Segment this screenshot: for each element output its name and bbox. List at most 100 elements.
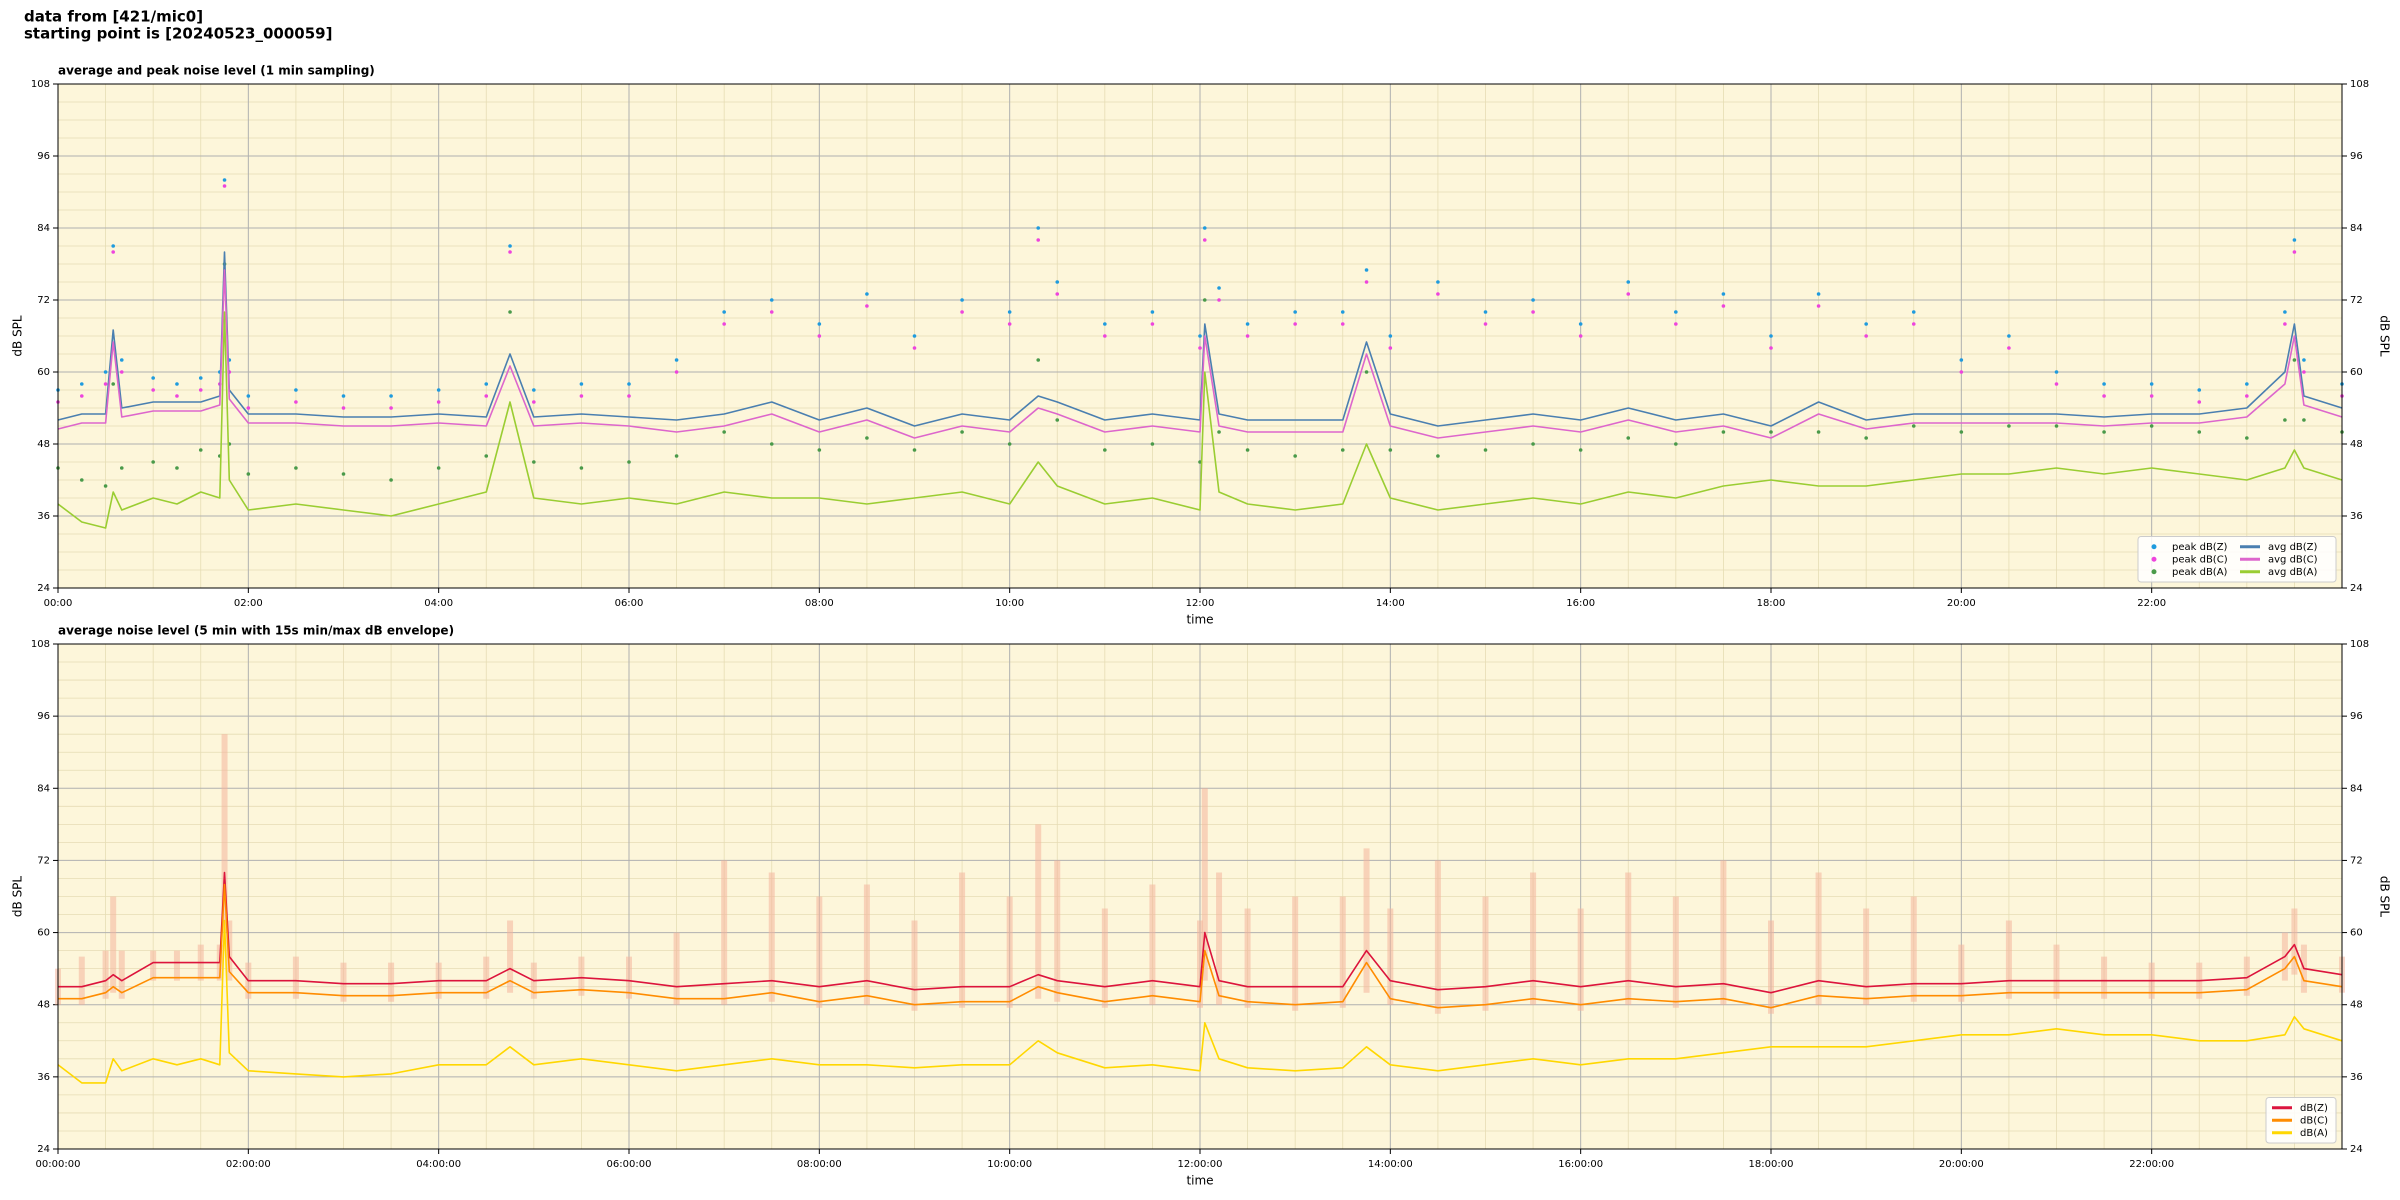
peak-point (1531, 298, 1535, 302)
peak-point (484, 394, 489, 398)
x-tick-label: 22:00:00 (2129, 1159, 2174, 1170)
peak-point (1202, 298, 1207, 302)
peak-point (579, 466, 584, 470)
peak-point (1911, 322, 1916, 326)
peak-point (817, 322, 822, 326)
peak-point (111, 382, 115, 386)
peak-point (341, 394, 346, 398)
peak-point (1721, 430, 1726, 434)
peak-point (627, 394, 631, 398)
peak-point (865, 292, 869, 296)
peak-point (579, 394, 584, 398)
peak-point (2197, 430, 2202, 434)
peak-point (2302, 370, 2306, 374)
peak-point (2054, 382, 2059, 386)
legend-label: peak dB(Z) (2172, 542, 2228, 553)
y-tick-label: 48 (37, 1000, 50, 1011)
peak-point (1293, 322, 1297, 326)
peak-point (1007, 310, 1012, 314)
peak-point (2283, 418, 2287, 422)
y-tick-label: 96 (37, 151, 50, 162)
peak-point (1769, 346, 1773, 350)
peak-point (103, 370, 108, 374)
peak-point (436, 400, 441, 404)
peak-point (1340, 322, 1345, 326)
peak-point (1103, 322, 1107, 326)
chart-title: average and peak noise level (1 min samp… (58, 64, 375, 78)
peak-point (2149, 382, 2154, 386)
peak-point (294, 400, 298, 404)
peak-point (151, 376, 155, 380)
header-line: starting point is [20240523_000059] (24, 25, 332, 43)
peak-point (674, 454, 679, 458)
y-tick-label: 48 (2350, 1000, 2363, 1011)
peak-point (1388, 334, 1393, 338)
x-tick-label: 14:00 (1376, 598, 1405, 609)
y-tick-label: 48 (37, 439, 50, 450)
y-tick-label: 48 (2350, 439, 2363, 450)
y-tick-label: 60 (2350, 928, 2363, 939)
y-tick-label: 108 (2350, 639, 2369, 650)
y-tick-label: 72 (37, 855, 50, 866)
peak-point (119, 358, 124, 362)
peak-point (175, 466, 179, 470)
peak-point (508, 250, 512, 254)
peak-point (1007, 442, 1012, 446)
y-tick-label: 60 (37, 367, 50, 378)
peak-point (627, 382, 631, 386)
x-tick-label: 06:00 (615, 598, 644, 609)
y-tick-label: 84 (37, 223, 50, 234)
peak-point (151, 388, 155, 392)
peak-point (2102, 394, 2106, 398)
peak-point (817, 334, 822, 338)
x-tick-label: 22:00 (2137, 598, 2166, 609)
peak-point (1198, 346, 1202, 350)
legend-marker (2151, 556, 2157, 562)
peak-point (1911, 310, 1916, 314)
peak-point (1198, 334, 1202, 338)
peak-point (1626, 292, 1631, 296)
legend-box (2137, 536, 2337, 583)
peak-point (1436, 280, 1440, 284)
x-tick-label: 16:00:00 (1558, 1159, 1603, 1170)
peak-point (674, 370, 679, 374)
y-tick-label: 60 (37, 928, 50, 939)
series-line (57, 251, 2343, 427)
peak-point (579, 382, 584, 386)
peak-point (436, 388, 441, 392)
peak-point (508, 310, 512, 314)
y-tick-label: 24 (2350, 1144, 2363, 1155)
peak-point (2149, 394, 2154, 398)
peak-point (79, 382, 84, 386)
peak-point (1959, 430, 1964, 434)
x-tick-label: 02:00 (234, 598, 263, 609)
peak-point (175, 382, 179, 386)
legend-label: avg dB(A) (2268, 567, 2318, 578)
peak-point (1388, 448, 1393, 452)
legend-label: dB(C) (2300, 1115, 2328, 1126)
peak-point (1055, 292, 1060, 296)
peak-point (1217, 298, 1221, 302)
x-tick-label: 16:00 (1566, 598, 1595, 609)
y-tick-label: 36 (37, 1072, 50, 1083)
peak-point (1436, 292, 1440, 296)
y-tick-label: 108 (31, 639, 50, 650)
peak-point (1626, 436, 1631, 440)
peak-point (2054, 424, 2059, 428)
peak-point (2007, 424, 2011, 428)
peak-point (912, 448, 917, 452)
peak-point (2292, 358, 2297, 362)
peak-point (151, 460, 155, 464)
peak-point (1483, 310, 1488, 314)
legend-label: peak dB(C) (2172, 554, 2228, 565)
peak-point (198, 448, 203, 452)
x-tick-label: 20:00 (1947, 598, 1976, 609)
peak-point (722, 310, 726, 314)
peak-point (111, 244, 115, 248)
peak-point (1103, 448, 1107, 452)
peak-point (1364, 268, 1369, 272)
series-line (58, 871, 2343, 994)
peak-point (1626, 280, 1631, 284)
